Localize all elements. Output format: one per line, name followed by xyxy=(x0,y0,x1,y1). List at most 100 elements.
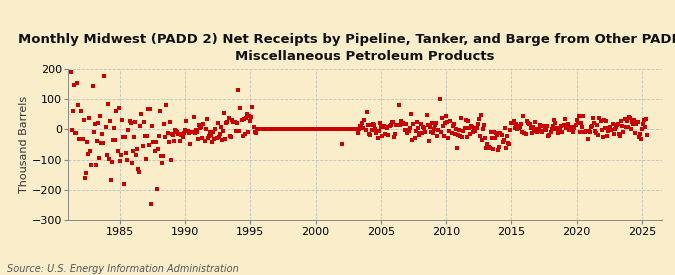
Point xyxy=(313,127,323,131)
Point xyxy=(99,74,110,78)
Point xyxy=(345,127,356,131)
Point xyxy=(209,136,220,141)
Point xyxy=(487,135,497,140)
Point xyxy=(416,131,427,135)
Point xyxy=(181,119,192,123)
Point xyxy=(366,123,377,128)
Point xyxy=(574,114,585,118)
Point xyxy=(309,127,320,131)
Point xyxy=(295,127,306,131)
Point xyxy=(453,132,464,137)
Point xyxy=(630,131,641,135)
Point xyxy=(190,131,200,136)
Point xyxy=(174,139,185,143)
Point xyxy=(199,139,210,143)
Point xyxy=(617,124,628,128)
Point xyxy=(220,137,231,142)
Point xyxy=(176,133,186,137)
Point xyxy=(566,125,576,130)
Point xyxy=(400,128,410,133)
Point xyxy=(530,120,541,125)
Point xyxy=(121,151,132,155)
Point xyxy=(439,134,450,138)
Point xyxy=(383,133,394,138)
Point xyxy=(457,135,468,139)
Point xyxy=(338,127,349,131)
Point xyxy=(292,127,302,131)
Point xyxy=(204,133,215,138)
Point xyxy=(299,127,310,131)
Point xyxy=(275,127,286,131)
Point xyxy=(161,103,172,107)
Point xyxy=(551,126,562,130)
Point xyxy=(470,128,481,133)
Point xyxy=(512,127,522,132)
Point xyxy=(386,120,397,124)
Point xyxy=(571,118,582,122)
Point xyxy=(454,128,464,132)
Point xyxy=(468,130,479,134)
Point xyxy=(195,125,206,130)
Point xyxy=(344,127,354,131)
Point xyxy=(123,128,134,133)
Point xyxy=(508,119,519,123)
Point xyxy=(396,119,407,124)
Point xyxy=(321,127,332,131)
Point xyxy=(163,140,174,144)
Point xyxy=(534,123,545,128)
Point xyxy=(359,117,370,122)
Point xyxy=(599,118,610,123)
Point xyxy=(370,126,381,131)
Point xyxy=(580,130,591,134)
Point xyxy=(160,135,171,139)
Point xyxy=(368,122,379,126)
Title: Monthly Midwest (PADD 2) Net Receipts by Pipeline, Tanker, and Barge from Other : Monthly Midwest (PADD 2) Net Receipts by… xyxy=(18,34,675,64)
Point xyxy=(485,130,496,134)
Point xyxy=(308,127,319,131)
Point xyxy=(248,125,259,129)
Point xyxy=(367,128,377,132)
Point xyxy=(394,103,405,107)
Point xyxy=(496,133,507,137)
Point xyxy=(336,142,347,147)
Point xyxy=(211,136,222,140)
Point xyxy=(234,129,245,133)
Point xyxy=(88,130,99,134)
Point xyxy=(122,158,133,162)
Point xyxy=(582,137,593,142)
Point xyxy=(144,107,155,111)
Point xyxy=(533,127,544,132)
Point xyxy=(329,127,340,131)
Point xyxy=(587,115,598,120)
Point xyxy=(170,128,181,133)
Point xyxy=(595,119,606,123)
Point xyxy=(620,125,631,129)
Point xyxy=(219,111,230,115)
Point xyxy=(635,137,646,141)
Point xyxy=(338,127,348,131)
Point xyxy=(119,135,130,139)
Point xyxy=(393,123,404,127)
Point xyxy=(155,109,165,113)
Point xyxy=(356,125,367,129)
Point xyxy=(277,127,288,131)
Point xyxy=(125,121,136,125)
Point xyxy=(493,148,504,152)
Point xyxy=(480,136,491,141)
Point xyxy=(144,143,155,147)
Point xyxy=(400,122,411,126)
Point xyxy=(293,127,304,131)
Point xyxy=(564,128,574,132)
Point xyxy=(259,127,270,131)
Point xyxy=(389,134,400,139)
Point xyxy=(558,123,569,127)
Point xyxy=(151,187,162,192)
Point xyxy=(171,128,182,133)
Point xyxy=(78,117,89,122)
Point xyxy=(542,124,553,129)
Point xyxy=(495,131,506,136)
Point xyxy=(109,125,119,130)
Point xyxy=(349,127,360,131)
Point xyxy=(207,139,217,144)
Point xyxy=(340,127,350,131)
